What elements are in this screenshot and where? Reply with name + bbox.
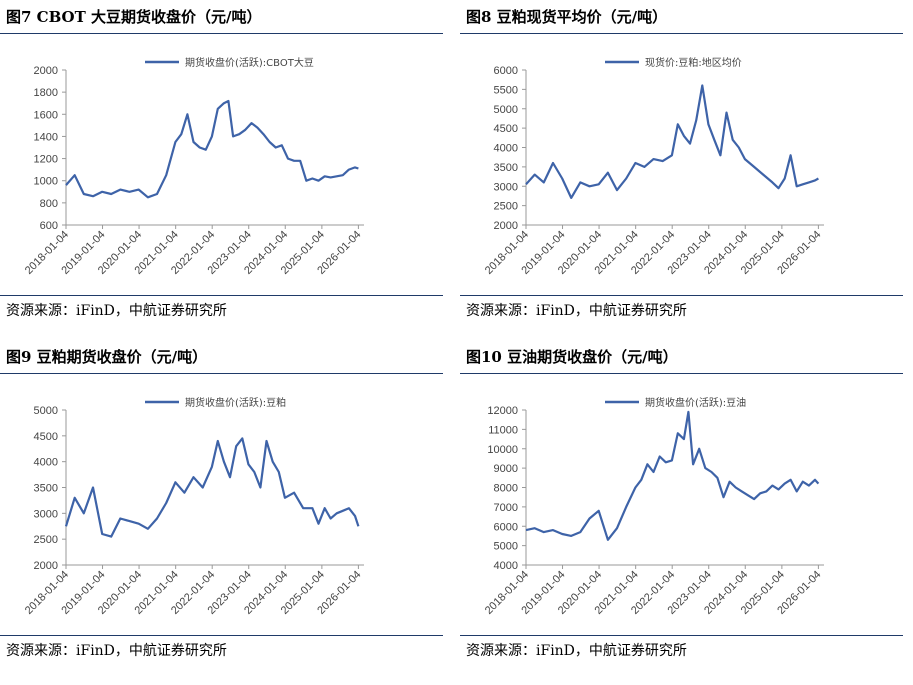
y-tick-label: 3500: [34, 483, 58, 495]
chart-soymeal-spot: 2000250030003500400045005000550060002018…: [483, 56, 824, 277]
chart-soyoil-futures: 4000500060007000800090001000011000120002…: [483, 396, 824, 617]
chart-soymeal-futures: 20002500300035004000450050002018-01-0420…: [23, 396, 364, 617]
y-tick-label: 6000: [494, 65, 518, 77]
y-tick-label: 5500: [494, 84, 518, 96]
y-tick-label: 5000: [34, 405, 58, 417]
y-tick-label: 2500: [494, 201, 518, 213]
chart-source: 资源来源：iFinD，中航证券研究所: [466, 643, 687, 659]
chart-panel-cbot-soybean: 图7 CBOT 大豆期货收盘价（元/吨） 600 800 1000 1200 1400 1…: [0, 0, 450, 335]
chart-title: 图9 豆粕期货收盘价（元/吨）: [6, 348, 208, 366]
chart-source: 资源来源：iFinD，中航证券研究所: [6, 303, 227, 319]
y-tick-label: 3500: [494, 162, 518, 174]
chart-cbot-soybean: 6008001000120014001600180020002018-01-04…: [23, 56, 364, 277]
y-tick-label: 3000: [34, 508, 58, 520]
y-tick-label: 7000: [494, 502, 518, 514]
y-tick-label: 1000: [34, 176, 58, 188]
chart-panel-soymeal-futures: 图9 豆粕期货收盘价（元/吨） 2000 2500 3000 3500 4000 4500…: [0, 340, 450, 675]
chart-source: 资源来源：iFinD，中航证券研究所: [466, 303, 687, 319]
y-tick-label: 800: [40, 198, 58, 210]
y-tick-label: 600: [40, 220, 58, 232]
legend-label: 期货收盘价(活跃):CBOT大豆: [185, 56, 314, 69]
y-tick-label: 4000: [34, 457, 58, 469]
source-divider: [460, 295, 903, 296]
y-tick-label: 4000: [494, 143, 518, 155]
legend-label: 期货收盘价(活跃):豆粕: [185, 396, 286, 409]
chart-title: 图8 豆粕现货平均价（元/吨）: [466, 8, 668, 26]
chart-panel-soymeal-spot: 图8 豆粕现货平均价（元/吨） 2000 2500 3000 3500 4000 4500…: [460, 0, 910, 335]
series-line: [525, 410, 820, 541]
legend-label: 期货收盘价(活跃):豆油: [645, 396, 746, 409]
y-tick-label: 1400: [34, 131, 58, 143]
y-tick-label: 5000: [494, 541, 518, 553]
source-divider: [0, 295, 443, 296]
y-tick-label: 2500: [34, 534, 58, 546]
chart-title: 图10 豆油期货收盘价（元/吨）: [466, 348, 678, 366]
y-tick-label: 10000: [487, 444, 518, 456]
y-tick-label: 5000: [494, 104, 518, 116]
y-tick-label: 2000: [34, 65, 58, 77]
y-tick-label: 2000: [494, 220, 518, 232]
chart-source: 资源来源：iFinD，中航证券研究所: [6, 643, 227, 659]
title-divider: [0, 33, 443, 34]
y-tick-label: 11000: [488, 424, 518, 436]
legend-label: 现货价:豆粕:地区均价: [645, 56, 742, 69]
source-divider: [460, 635, 903, 636]
y-tick-label: 4000: [494, 560, 518, 572]
y-tick-label: 6000: [494, 521, 518, 533]
series-line: [525, 84, 819, 199]
series-line: [64, 437, 360, 538]
y-tick-label: 2000: [34, 560, 58, 572]
chart-panel-soyoil-futures: 图10 豆油期货收盘价（元/吨） 4000 5000 6000 7000 8000 900…: [460, 340, 910, 675]
y-tick-label: 8000: [494, 483, 518, 495]
y-tick-label: 4500: [494, 123, 518, 135]
title-divider: [0, 373, 443, 374]
title-divider: [460, 373, 903, 374]
series-line: [65, 99, 359, 199]
source-divider: [0, 635, 443, 636]
title-divider: [460, 33, 903, 34]
y-tick-label: 9000: [494, 463, 518, 475]
chart-title: 图7 CBOT 大豆期货收盘价（元/吨）: [6, 8, 262, 26]
y-tick-label: 12000: [487, 405, 518, 417]
y-tick-label: 1800: [34, 87, 58, 99]
y-tick-label: 3000: [494, 181, 518, 193]
y-tick-label: 1600: [34, 109, 58, 121]
y-tick-label: 4500: [34, 431, 58, 443]
y-tick-label: 1200: [34, 154, 58, 166]
